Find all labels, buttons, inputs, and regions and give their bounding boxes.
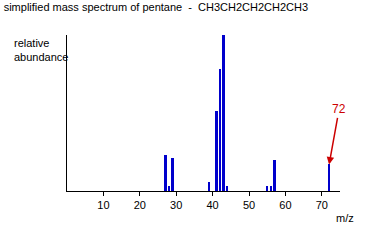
- svg-text:30: 30: [170, 199, 182, 211]
- svg-text:70: 70: [316, 199, 328, 211]
- svg-text:50: 50: [243, 199, 255, 211]
- svg-text:m/z: m/z: [336, 212, 354, 224]
- svg-text:20: 20: [134, 199, 146, 211]
- svg-text:10: 10: [97, 199, 109, 211]
- svg-text:40: 40: [206, 199, 218, 211]
- svg-text:simplified mass spectrum of pe: simplified mass spectrum of pentane - CH…: [4, 1, 308, 13]
- svg-text:72: 72: [332, 102, 346, 116]
- svg-text:60: 60: [279, 199, 291, 211]
- svg-text:relativeabundance: relativeabundance: [14, 37, 68, 63]
